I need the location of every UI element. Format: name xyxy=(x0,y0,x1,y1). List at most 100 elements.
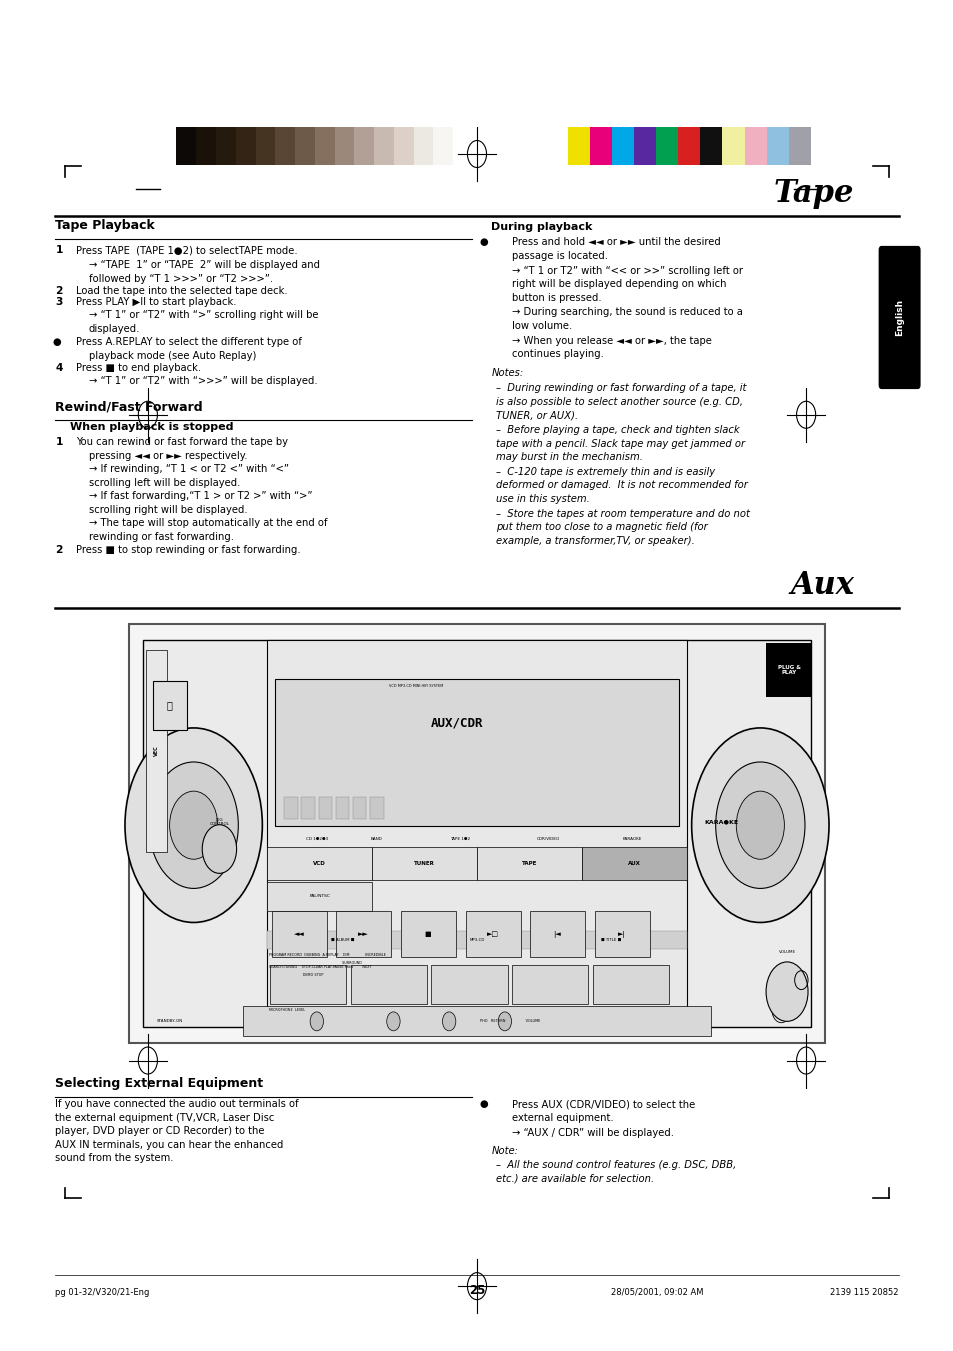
Bar xyxy=(656,127,678,165)
Text: VCD: VCD xyxy=(313,861,326,866)
Text: use in this system.: use in this system. xyxy=(496,494,589,504)
Text: PHO   RETURN                  VOLUME: PHO RETURN VOLUME xyxy=(479,1020,540,1023)
Text: ●: ● xyxy=(479,1100,488,1109)
Circle shape xyxy=(149,762,238,889)
Bar xyxy=(143,640,810,1027)
Text: 25: 25 xyxy=(468,1283,485,1297)
Circle shape xyxy=(125,728,262,923)
Text: Notes:: Notes: xyxy=(491,369,523,378)
Text: Note:: Note: xyxy=(491,1147,517,1156)
Text: KARAOKE: KARAOKE xyxy=(622,838,641,842)
Text: ►|: ►| xyxy=(618,931,625,938)
Bar xyxy=(152,681,187,730)
Circle shape xyxy=(691,728,828,923)
Text: ■ ALBUM ■: ■ ALBUM ■ xyxy=(331,938,354,942)
Bar xyxy=(267,640,686,1027)
Bar xyxy=(700,127,721,165)
Text: Selecting External Equipment: Selecting External Equipment xyxy=(55,1077,263,1090)
Bar xyxy=(765,643,811,697)
Bar xyxy=(267,931,686,948)
Text: Tape: Tape xyxy=(773,178,853,209)
Text: low volume.: low volume. xyxy=(512,322,572,331)
Bar xyxy=(274,680,679,825)
Bar xyxy=(270,965,346,1004)
Text: KARA●KE: KARA●KE xyxy=(703,820,738,824)
Text: MICROPHONE  LEVEL: MICROPHONE LEVEL xyxy=(269,1008,305,1012)
Text: –  C-120 tape is extremely thin and is easily: – C-120 tape is extremely thin and is ea… xyxy=(496,467,715,477)
Text: → If fast forwarding,“T 1 > or T2 >” with “>”: → If fast forwarding,“T 1 > or T2 >” wit… xyxy=(89,492,312,501)
Text: 4: 4 xyxy=(55,363,63,373)
Text: PLUG &
PLAY: PLUG & PLAY xyxy=(777,665,800,676)
Text: → When you release ◄◄ or ►►, the tape: → When you release ◄◄ or ►►, the tape xyxy=(512,336,712,346)
Text: TUNER: TUNER xyxy=(414,861,435,866)
Text: continues playing.: continues playing. xyxy=(512,350,603,359)
Text: If you have connected the audio out terminals of: If you have connected the audio out term… xyxy=(55,1100,298,1109)
Bar xyxy=(465,911,520,958)
Text: Rewind/Fast Forward: Rewind/Fast Forward xyxy=(55,400,203,413)
Text: –  During rewinding or fast forwarding of a tape, it: – During rewinding or fast forwarding of… xyxy=(496,384,745,393)
Text: AUX IN terminals, you can hear the enhanced: AUX IN terminals, you can hear the enhan… xyxy=(55,1140,283,1150)
Bar xyxy=(353,797,366,819)
Bar xyxy=(255,127,275,165)
Text: 2: 2 xyxy=(55,546,63,555)
Circle shape xyxy=(736,792,783,859)
Bar xyxy=(476,847,581,880)
Text: |◄: |◄ xyxy=(553,931,560,938)
Text: MP3-CD: MP3-CD xyxy=(469,938,484,942)
Text: scrolling left will be displayed.: scrolling left will be displayed. xyxy=(89,478,240,488)
Text: displayed.: displayed. xyxy=(89,324,140,334)
Bar xyxy=(431,965,507,1004)
Bar xyxy=(267,882,372,911)
Bar xyxy=(294,127,314,165)
Text: 3: 3 xyxy=(55,297,63,307)
Text: ●: ● xyxy=(52,338,61,347)
Text: rewinding or fast forwarding.: rewinding or fast forwarding. xyxy=(89,532,233,542)
Bar xyxy=(196,127,215,165)
Bar xyxy=(766,127,788,165)
Text: AUX: AUX xyxy=(627,861,640,866)
Text: example, a transformer,TV, or speaker).: example, a transformer,TV, or speaker). xyxy=(496,536,694,546)
Text: PROGRAM RECORD  DUBBING  A.REPLAY    DIM              INCREDIBLE: PROGRAM RECORD DUBBING A.REPLAY DIM INCR… xyxy=(269,954,385,957)
FancyBboxPatch shape xyxy=(878,246,920,389)
Text: → If rewinding, “T 1 < or T2 <” with “<”: → If rewinding, “T 1 < or T2 <” with “<” xyxy=(89,465,289,474)
Text: SEARCH-TUNING    STOP-CLEAR PLAY-PAUSE PREV        NEXT: SEARCH-TUNING STOP-CLEAR PLAY-PAUSE PREV… xyxy=(269,966,371,969)
Bar xyxy=(372,847,476,880)
Bar xyxy=(301,797,314,819)
Text: Aux: Aux xyxy=(789,570,853,601)
Text: etc.) are available for selection.: etc.) are available for selection. xyxy=(496,1174,654,1183)
Text: pressing ◄◄ or ►► respectively.: pressing ◄◄ or ►► respectively. xyxy=(89,451,247,461)
Bar xyxy=(267,847,372,880)
Text: PAL/NTSC: PAL/NTSC xyxy=(309,894,330,898)
Text: may burst in the mechanism.: may burst in the mechanism. xyxy=(496,453,642,462)
Text: → “TAPE  1” or “TAPE  2” will be displayed and: → “TAPE 1” or “TAPE 2” will be displayed… xyxy=(89,261,319,270)
Bar xyxy=(394,127,414,165)
Bar xyxy=(275,127,294,165)
Text: ●: ● xyxy=(479,238,488,247)
Text: Tape Playback: Tape Playback xyxy=(55,219,155,232)
Text: → During searching, the sound is reduced to a: → During searching, the sound is reduced… xyxy=(512,308,742,317)
Text: TUNER, or AUX).: TUNER, or AUX). xyxy=(496,411,578,420)
Text: When playback is stopped: When playback is stopped xyxy=(70,423,233,432)
Text: Press AUX (CDR/VIDEO) to select the: Press AUX (CDR/VIDEO) to select the xyxy=(512,1100,695,1109)
Text: Press ■ to end playback.: Press ■ to end playback. xyxy=(76,363,201,373)
Circle shape xyxy=(771,996,790,1023)
Bar xyxy=(567,127,589,165)
Text: Press TAPE  (TAPE 1●2) to selectTAPE mode.: Press TAPE (TAPE 1●2) to selectTAPE mode… xyxy=(76,246,297,255)
Text: AUX/CDR: AUX/CDR xyxy=(430,716,482,730)
Circle shape xyxy=(386,1012,399,1031)
Text: → The tape will stop automatically at the end of: → The tape will stop automatically at th… xyxy=(89,519,327,528)
Text: TAPE: TAPE xyxy=(521,861,537,866)
Bar xyxy=(678,127,700,165)
Bar xyxy=(788,127,810,165)
Text: DEMO STOP: DEMO STOP xyxy=(269,974,323,977)
Text: followed by “T 1 >>>” or “T2 >>>”.: followed by “T 1 >>>” or “T2 >>>”. xyxy=(89,274,273,284)
Circle shape xyxy=(442,1012,456,1031)
Text: You can rewind or fast forward the tape by: You can rewind or fast forward the tape … xyxy=(76,438,288,447)
Bar xyxy=(215,127,235,165)
Text: English: English xyxy=(894,299,903,336)
Circle shape xyxy=(715,762,804,889)
Text: BAND: BAND xyxy=(370,838,382,842)
Text: playback mode (see Auto Replay): playback mode (see Auto Replay) xyxy=(89,351,255,361)
Circle shape xyxy=(765,962,807,1021)
Bar xyxy=(336,911,391,958)
